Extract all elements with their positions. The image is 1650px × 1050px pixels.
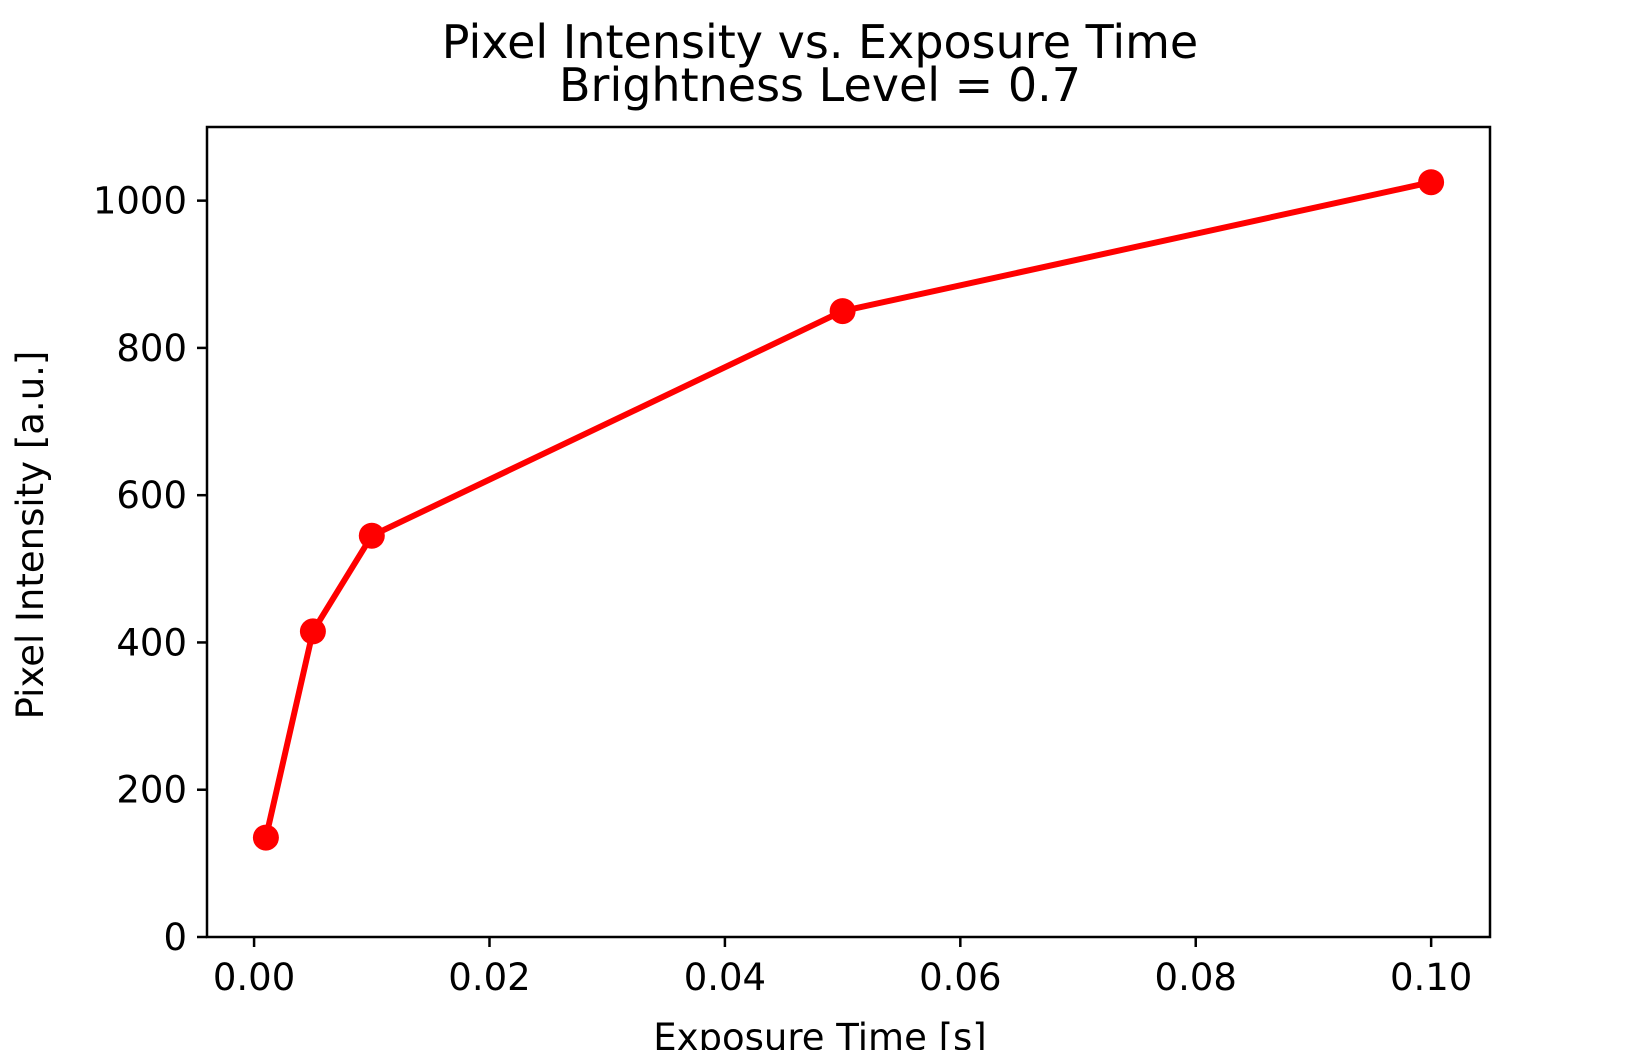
data-point [358,522,385,549]
y-tick-label: 200 [116,769,187,812]
x-tick-label: 0.08 [1155,956,1237,999]
x-tick-label: 0.04 [684,956,766,999]
x-tick-label: 0.06 [919,956,1001,999]
y-tick-label: 400 [116,621,187,664]
data-point [1418,169,1445,196]
y-tick-label: 800 [116,327,187,370]
chart-subtitle: Brightness Level = 0.7 [559,58,1081,112]
series-line [262,179,1435,841]
x-tick-label: 0.10 [1390,956,1472,999]
x-tick-label: 0.00 [213,956,295,999]
y-axis-label: Pixel Intensity [a.u.] [9,351,52,720]
data-point [829,298,856,325]
data-point [252,824,279,851]
y-tick-label: 1000 [93,180,187,223]
y-tick-label: 0 [163,916,187,959]
y-tick-label: 600 [116,474,187,517]
x-tick-label: 0.02 [448,956,530,999]
axes-frame [205,125,1492,939]
chart-title: Pixel Intensity vs. Exposure Time [442,15,1198,69]
plot-area: 0.00 0.02 0.04 0.06 0.08 0.10 0 200 400 600 800 100… [93,125,1492,999]
data-point [299,618,326,645]
x-axis-label: Exposure Time [s] [653,1016,987,1050]
chart-titles: Pixel Intensity vs. Exposure Time Bright… [442,15,1198,112]
